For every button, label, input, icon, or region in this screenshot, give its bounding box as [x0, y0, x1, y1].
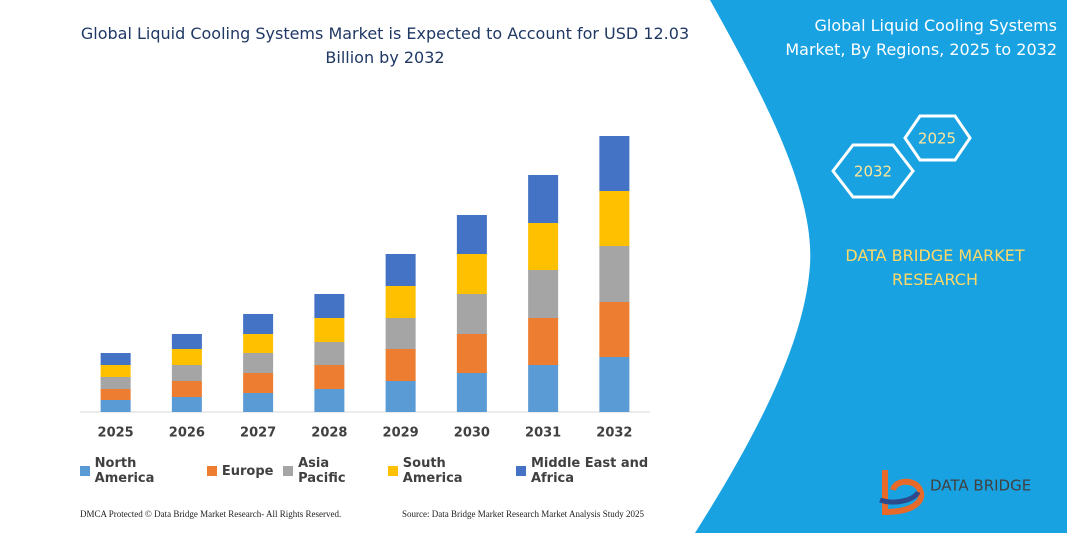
brand: DATA BRIDGE MARKET RESEARCH [845, 246, 1025, 289]
bar-segment [243, 393, 274, 412]
legend-swatch [80, 466, 90, 476]
bar-segment [599, 136, 630, 191]
legend: North America Europe Asia Pacific South Ame… [80, 456, 690, 486]
bar-segment [528, 270, 559, 318]
bar-segment [100, 365, 131, 377]
panel-title: Global Liquid Cooling Systems Market, By… [785, 16, 1057, 59]
bar-segment [314, 294, 345, 318]
side-panel [695, 0, 1067, 533]
bar-segment [314, 389, 345, 412]
bar-segment [100, 400, 131, 412]
legend-item: North America [80, 456, 197, 486]
bar-segment [171, 381, 202, 397]
x-tick-label: 2032 [596, 426, 632, 441]
bar-segment [314, 342, 345, 365]
legend-label: South America [402, 456, 463, 486]
x-tick-label: 2025 [98, 426, 134, 441]
bar-segment [456, 334, 487, 373]
bar-segment [171, 397, 202, 412]
bar-segment [599, 246, 630, 302]
bar-segment [456, 254, 487, 294]
bar-segment [385, 381, 416, 412]
x-tick-label: 2026 [169, 426, 205, 441]
bar-segment [528, 223, 559, 270]
legend-label: North America [94, 456, 155, 486]
bar-segment [385, 318, 416, 349]
chart-title: Global Liquid Cooling Systems Market is … [80, 24, 690, 67]
bar-segment [528, 365, 559, 412]
bar-segment [314, 318, 345, 342]
bar-segment [528, 318, 559, 365]
bar-segment [599, 357, 630, 412]
x-tick-label: 2029 [383, 426, 419, 441]
legend-swatch [388, 466, 398, 476]
footer-right: Source: Data Bridge Market Research Mark… [402, 509, 644, 519]
bar-segment [528, 175, 559, 223]
hexagon-label: 2032 [854, 163, 892, 181]
bar-segment [243, 334, 274, 353]
x-tick-label: 2028 [311, 426, 347, 441]
bar-segment [171, 365, 202, 381]
bar-segment [243, 314, 274, 334]
bar-segment [100, 353, 131, 365]
hexagon [831, 143, 915, 199]
bar-segment [385, 254, 416, 286]
bar-segment [171, 334, 202, 349]
bar-segment [385, 286, 416, 318]
logo-mark [879, 490, 921, 505]
bar-segment [243, 353, 274, 373]
legend-item: Europe [206, 456, 274, 486]
bar-segment [243, 373, 274, 393]
x-tick-label: 2031 [525, 426, 561, 441]
hexagon [903, 114, 972, 162]
legend-swatch [283, 466, 294, 476]
legend-label: Europe [221, 463, 274, 479]
bar-segment [456, 373, 487, 412]
bar-segment [100, 377, 131, 389]
logo-text: DATA BRIDGE [930, 477, 1031, 495]
bar-segment [171, 349, 202, 365]
legend-item: Middle East and Africa [516, 456, 690, 486]
hexagon-label: 2025 [918, 130, 956, 148]
bar-segment [599, 191, 630, 246]
legend-swatch [206, 466, 217, 476]
legend-swatch [516, 466, 526, 476]
x-tick-label: 2030 [454, 426, 490, 441]
footer-left: DMCA Protected © Data Bridge Market Rese… [80, 509, 342, 519]
plot: 2025 2026 2027 2028 2029 2030 2031 2032 [98, 136, 632, 441]
legend-item: South America [388, 456, 506, 486]
bar-segment [456, 215, 487, 254]
legend-label: Middle East and Africa [530, 456, 649, 486]
bar-segment [314, 365, 345, 389]
legend-item: Asia Pacific [283, 456, 378, 486]
legend-label: Asia Pacific [298, 456, 346, 486]
bar-segment [456, 294, 487, 334]
bar-segment [385, 349, 416, 381]
logo-mark [882, 470, 925, 516]
x-tick-label: 2027 [240, 426, 276, 441]
bar-segment [599, 302, 630, 357]
bar-segment [100, 389, 131, 400]
